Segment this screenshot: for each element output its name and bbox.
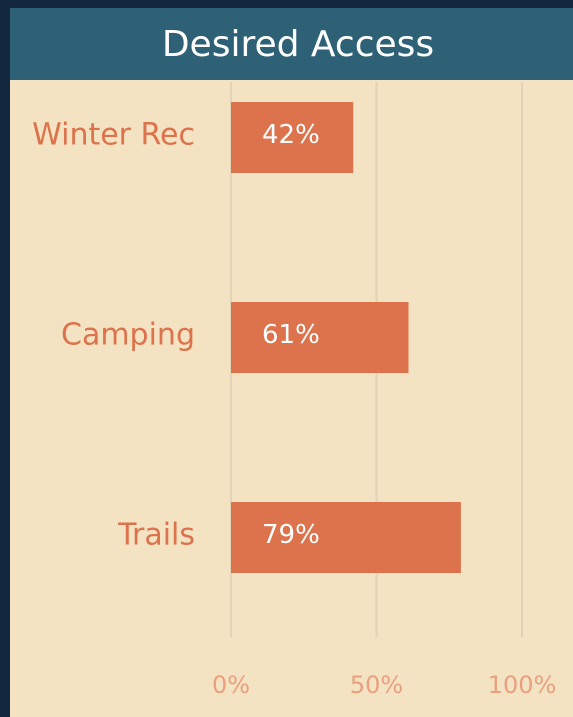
y-tick-label: Winter Rec (32, 118, 195, 153)
y-tick-label: Trails (117, 518, 195, 553)
value-label: 61% (262, 320, 320, 350)
plot-panel (10, 80, 573, 717)
bar (231, 302, 409, 373)
bar (231, 102, 354, 173)
value-label: 79% (262, 520, 320, 550)
x-tick-label: 50% (350, 671, 403, 699)
value-label: 42% (262, 120, 320, 150)
bar (231, 502, 461, 573)
y-tick-label: Camping (61, 318, 195, 353)
x-tick-label: 100% (488, 671, 557, 699)
x-tick-label: 0% (212, 671, 250, 699)
chart-title: Desired Access (162, 24, 434, 65)
header (10, 8, 573, 80)
